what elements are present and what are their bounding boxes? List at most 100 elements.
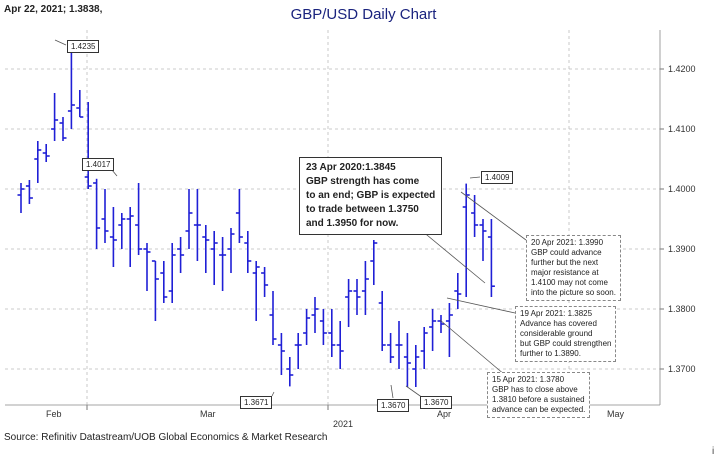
annotation-leader-line bbox=[460, 191, 527, 241]
info-icon[interactable]: i bbox=[712, 446, 715, 457]
ohlc-bar bbox=[193, 189, 201, 261]
ohlc-bar bbox=[286, 357, 294, 387]
ohlc-bar bbox=[361, 261, 369, 315]
ohlc-bar bbox=[151, 260, 159, 321]
ohlc-bar bbox=[185, 189, 193, 249]
ohlc-bar bbox=[177, 237, 185, 273]
annotation-leader-line bbox=[469, 176, 481, 179]
commentary-line: 1.4100 may not come bbox=[531, 278, 608, 287]
commentary-line: considerable ground bbox=[520, 329, 593, 338]
main-commentary-line: to an end; GBP is expected bbox=[306, 190, 436, 201]
ohlc-bar bbox=[101, 189, 109, 243]
main-commentary-box: 23 Apr 2020:1.3845 GBP strength has come… bbox=[299, 157, 443, 235]
ohlc-bars bbox=[17, 48, 495, 387]
ohlc-bar bbox=[261, 267, 269, 297]
ohlc-bar bbox=[76, 90, 84, 118]
ohlc-bar bbox=[345, 279, 353, 327]
ohlc-bar bbox=[462, 183, 470, 297]
x-month-label: Feb bbox=[46, 409, 62, 419]
commentary-line: 20 Apr 2021: 1.3990 bbox=[531, 238, 604, 247]
x-axis-labels: Feb Mar Apr May 2021 bbox=[46, 409, 625, 429]
x-month-label: Mar bbox=[200, 409, 216, 419]
annotation-lower-high-label: 1.4017 bbox=[82, 158, 115, 171]
source-note: Source: Refinitiv Datastream/UOB Global … bbox=[4, 432, 328, 443]
ohlc-bar bbox=[252, 261, 260, 321]
commentary-line: 1.3810 before a sustained bbox=[492, 395, 585, 404]
y-axis-labels: 1.4200 1.4100 1.4000 1.3900 1.3800 1.3700 bbox=[668, 64, 696, 374]
commentary-line: advance can be expected. bbox=[492, 405, 586, 414]
annotation-leader-line bbox=[390, 384, 394, 399]
annotation-leader-line bbox=[446, 297, 516, 314]
commentary-line: 19 Apr 2021: 1.3825 bbox=[520, 309, 593, 318]
chart-title: GBP/USD Daily Chart bbox=[290, 6, 437, 23]
ohlc-bar bbox=[395, 321, 403, 369]
annotation-leader-line bbox=[439, 319, 506, 376]
x-year-label: 2021 bbox=[333, 419, 353, 429]
annotation-leaders bbox=[54, 39, 527, 399]
ohlc-bar bbox=[227, 228, 235, 273]
ohlc-bar bbox=[370, 240, 378, 285]
ohlc-bar bbox=[244, 231, 252, 273]
ohlc-bar bbox=[412, 345, 420, 387]
ohlc-bar bbox=[118, 213, 126, 249]
annotation-april-high-label: 1.4009 bbox=[481, 171, 514, 184]
ohlc-bar bbox=[210, 231, 218, 285]
ohlc-bar bbox=[471, 195, 479, 237]
main-commentary-line: and 1.3950 for now. bbox=[306, 218, 399, 229]
main-commentary-line: to trade between 1.3750 bbox=[306, 204, 419, 215]
y-tick-label: 1.3700 bbox=[668, 364, 696, 374]
commentary-line: Advance has covered bbox=[520, 319, 597, 328]
y-tick-label: 1.3900 bbox=[668, 244, 696, 254]
ohlc-bar bbox=[328, 309, 336, 357]
ohlc-bar bbox=[51, 93, 59, 141]
ohlc-bar bbox=[17, 183, 25, 213]
ohlc-bar bbox=[42, 144, 50, 162]
ohlc-bar bbox=[437, 315, 445, 333]
commentary-line: further but the next bbox=[531, 258, 599, 267]
annotation-leader-line bbox=[111, 169, 118, 177]
ohlc-bar bbox=[67, 48, 75, 129]
ohlc-bar bbox=[487, 219, 495, 297]
ohlc-bar bbox=[403, 333, 411, 387]
y-tick-label: 1.4100 bbox=[668, 124, 696, 134]
ohlc-bar bbox=[202, 225, 210, 273]
commentary-line: into the picture so soon. bbox=[531, 288, 616, 297]
ohlc-bar bbox=[59, 117, 67, 141]
annotation-march-low-label: 1.3671 bbox=[240, 396, 273, 409]
ohlc-bar bbox=[454, 273, 462, 309]
ohlc-bar bbox=[109, 207, 117, 267]
annotation-april-low-label-1: 1.3670 bbox=[377, 399, 410, 412]
ohlc-bar bbox=[420, 327, 428, 369]
ohlc-bar bbox=[336, 321, 344, 369]
ohlc-bar bbox=[126, 207, 134, 267]
annotation-leader-line bbox=[271, 391, 275, 397]
annotation-high-label: 1.4235 bbox=[67, 40, 100, 53]
ohlc-bar bbox=[84, 102, 92, 189]
ohlc-bar bbox=[319, 309, 327, 345]
main-commentary-line: 23 Apr 2020:1.3845 bbox=[306, 162, 396, 173]
ohlc-bar bbox=[34, 141, 42, 183]
y-tick-label: 1.3800 bbox=[668, 304, 696, 314]
ohlc-bar bbox=[387, 333, 395, 363]
annotation-april-low-label-2: 1.3670 bbox=[420, 396, 453, 409]
ohlc-bar bbox=[303, 309, 311, 345]
x-month-label: Apr bbox=[437, 409, 451, 419]
ohlc-bar bbox=[479, 219, 487, 261]
commentary-line: GBP has to close above bbox=[492, 385, 578, 394]
y-tick-label: 1.4000 bbox=[668, 184, 696, 194]
main-commentary-line: GBP strength has come bbox=[306, 176, 420, 187]
ohlc-bar bbox=[277, 333, 285, 375]
ohlc-bar bbox=[311, 297, 319, 333]
ohlc-bar bbox=[269, 291, 277, 345]
commentary-20-apr: 20 Apr 2021: 1.3990 GBP could advance fu… bbox=[526, 235, 621, 301]
annotation-leader-line bbox=[54, 39, 67, 46]
header-date-price: Apr 22, 2021; 1.3838, bbox=[4, 4, 103, 15]
commentary-line: but GBP could strengthen bbox=[520, 339, 612, 348]
ohlc-bar bbox=[160, 261, 168, 303]
y-tick-label: 1.4200 bbox=[668, 64, 696, 74]
ohlc-bar bbox=[429, 309, 437, 351]
ohlc-bar bbox=[235, 189, 243, 243]
ohlc-bar bbox=[294, 333, 302, 369]
commentary-line: major resistance at bbox=[531, 268, 599, 277]
